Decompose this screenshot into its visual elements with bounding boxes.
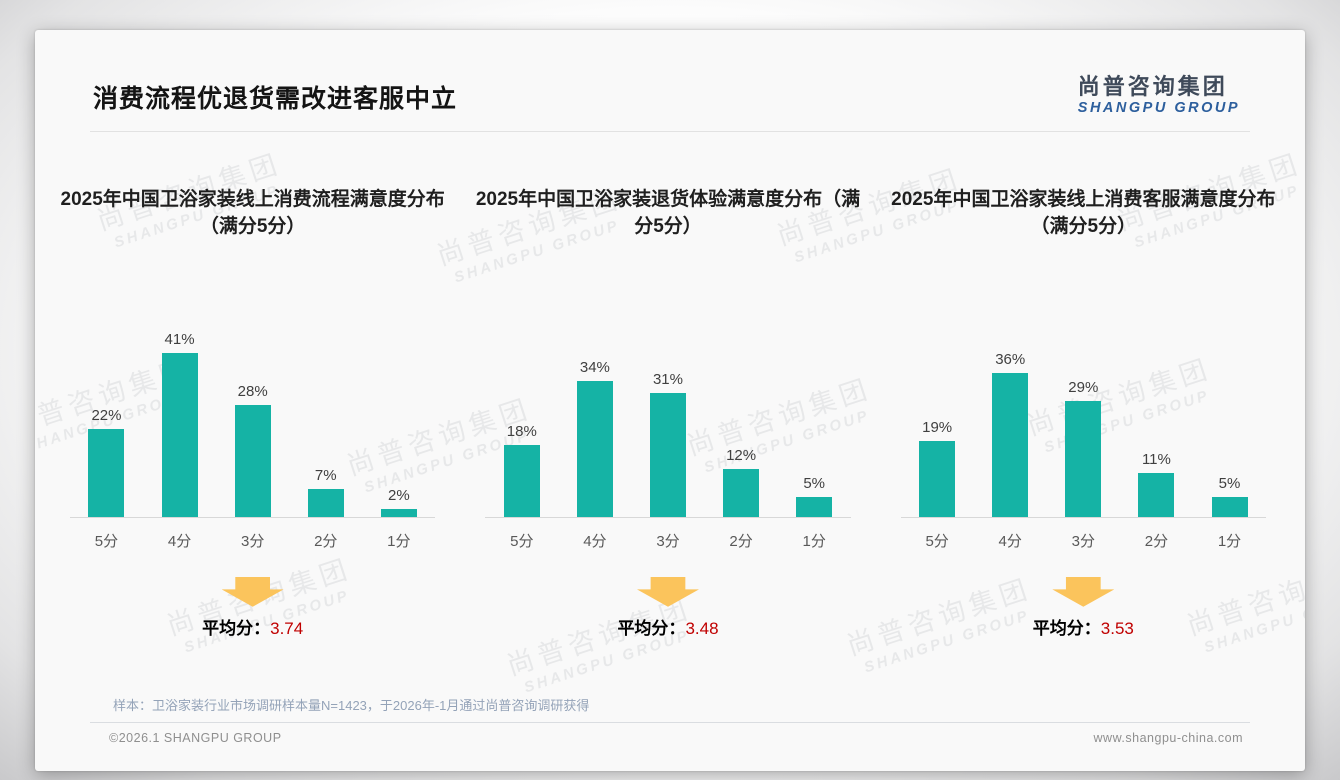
chart-return-experience: 2025年中国卫浴家装退货体验满意度分布（满分5分） 18% 34% 31% 12% 5… (460, 186, 875, 639)
copyright-text: ©2026.1 SHANGPU GROUP (109, 730, 282, 745)
category-label: 4分 (167, 532, 192, 550)
company-logo: 尚普咨询集团 SHANGPU GROUP (1078, 74, 1240, 118)
average-score: 平均分：3.48 (617, 619, 718, 639)
bar-group: 28% (218, 383, 287, 517)
bar (1065, 400, 1102, 517)
bar-plot: 18% 34% 31% 12% 5% (485, 304, 851, 518)
category-axis: 5分 4分 3分 2分 1分 (70, 518, 435, 551)
average-value: 3.48 (685, 618, 719, 638)
bar-value-label: 5% (803, 474, 826, 492)
average-score: 平均分：3.53 (1033, 619, 1134, 639)
category-label: 2分 (314, 532, 338, 550)
category-label: 5分 (94, 532, 119, 550)
charts-row: 2025年中国卫浴家装线上消费流程满意度分布（满分5分） 22% 41% 28% 7%… (35, 132, 1305, 639)
bar-value-label: 5% (1218, 474, 1241, 492)
bar (1138, 472, 1175, 517)
bar-value-label: 36% (995, 350, 1026, 368)
bar-value-label: 11% (1141, 450, 1171, 468)
bar-value-label: 22% (91, 406, 122, 424)
bar (1211, 496, 1248, 517)
category-label: 5分 (925, 532, 949, 550)
bar (919, 440, 956, 517)
average-value: 3.74 (270, 618, 304, 638)
bar-value-label: 31% (652, 370, 683, 388)
bar-group: 2% (364, 487, 433, 517)
logo-english-text: SHANGPU GROUP (1077, 100, 1240, 117)
bar-group: 12% (706, 447, 775, 517)
bar-value-label: 19% (922, 418, 953, 436)
category-label: 3分 (240, 532, 265, 550)
average-label: 平均分： (202, 618, 271, 638)
bar-plot: 22% 41% 28% 7% 2% (69, 304, 436, 518)
bar (88, 428, 125, 517)
bar (649, 392, 686, 517)
footer: ©2026.1 SHANGPU GROUP www.shangpu-china.… (35, 723, 1305, 745)
bar-group: 29% (1049, 379, 1118, 517)
bar-group: 41% (145, 331, 214, 517)
category-label: 3分 (656, 532, 680, 550)
category-label: 1分 (802, 532, 826, 550)
bar-group: 36% (976, 351, 1045, 517)
category-axis: 5分 4分 3分 2分 1分 (485, 518, 850, 551)
chart-title: 2025年中国卫浴家装线上消费客服满意度分布（满分5分） (891, 188, 1276, 237)
page-title: 消费流程优退货需改进客服中立 (93, 85, 458, 113)
down-arrow-icon (636, 576, 699, 607)
chart-title: 2025年中国卫浴家装退货体验满意度分布（满分5分） (475, 188, 861, 237)
bar (796, 496, 833, 517)
bar (380, 508, 417, 517)
category-label: 1分 (387, 532, 411, 550)
bar-value-label: 29% (1068, 378, 1099, 396)
bar-group: 7% (291, 467, 360, 517)
down-arrow-icon (221, 576, 284, 607)
bar-plot: 19% 36% 29% 11% 5% (900, 304, 1267, 518)
bar-value-label: 2% (388, 486, 410, 504)
header-divider (90, 130, 1250, 132)
average-value: 3.53 (1100, 618, 1134, 638)
category-label: 2分 (1144, 532, 1169, 550)
average-label: 平均分： (1032, 618, 1101, 638)
bar-group: 5% (779, 475, 848, 517)
bar-value-label: 7% (314, 466, 337, 484)
website-url: www.shangpu-china.com (1093, 730, 1243, 745)
bar (161, 352, 198, 517)
bar-value-label: 41% (164, 330, 195, 348)
footer-divider (90, 721, 1250, 723)
category-axis: 5分 4分 3分 2分 1分 (901, 518, 1266, 551)
bar-group: 11% (1122, 451, 1191, 517)
bar (234, 404, 271, 517)
bar (503, 444, 540, 517)
bar-group: 34% (560, 359, 629, 517)
bar-group: 31% (633, 371, 702, 517)
source-note: 样本：卫浴家装行业市场调研样本量N=1423，于2026年-1月通过尚普咨询调研… (113, 697, 590, 713)
category-label: 5分 (510, 532, 534, 550)
category-label: 3分 (1071, 532, 1095, 550)
average-score: 平均分：3.74 (202, 619, 303, 639)
down-arrow-icon (1052, 576, 1115, 607)
bar-value-label: 12% (726, 446, 757, 464)
bar (723, 468, 760, 517)
slide-card: 尚普咨询集团 SHANGPU GROUP 尚普咨询集团 SHANGPU GROUP 尚普… (35, 30, 1305, 771)
category-label: 1分 (1217, 532, 1242, 550)
chart-consumer-process: 2025年中国卫浴家装线上消费流程满意度分布（满分5分） 22% 41% 28% 7%… (45, 186, 460, 639)
category-label: 4分 (998, 532, 1022, 550)
bar-group: 18% (487, 423, 556, 517)
category-label: 2分 (729, 532, 753, 550)
average-label: 平均分： (617, 618, 686, 638)
logo-chinese-text: 尚普咨询集团 (1077, 74, 1228, 99)
bar-value-label: 28% (237, 382, 268, 400)
category-label: 4分 (583, 532, 607, 550)
header: 消费流程优退货需改进客服中立 尚普咨询集团 SHANGPU GROUP (35, 30, 1305, 118)
chart-customer-service: 2025年中国卫浴家装线上消费客服满意度分布（满分5分） 19% 36% 29% 11… (876, 186, 1291, 639)
bar (992, 372, 1029, 517)
bar-value-label: 34% (579, 358, 610, 376)
bar (307, 488, 344, 517)
chart-title: 2025年中国卫浴家装线上消费流程满意度分布（满分5分） (60, 188, 445, 237)
bar-group: 5% (1195, 475, 1264, 517)
bar-group: 22% (72, 407, 141, 517)
bar-group: 19% (902, 419, 971, 517)
bar-value-label: 18% (506, 422, 537, 440)
bar (576, 380, 613, 517)
